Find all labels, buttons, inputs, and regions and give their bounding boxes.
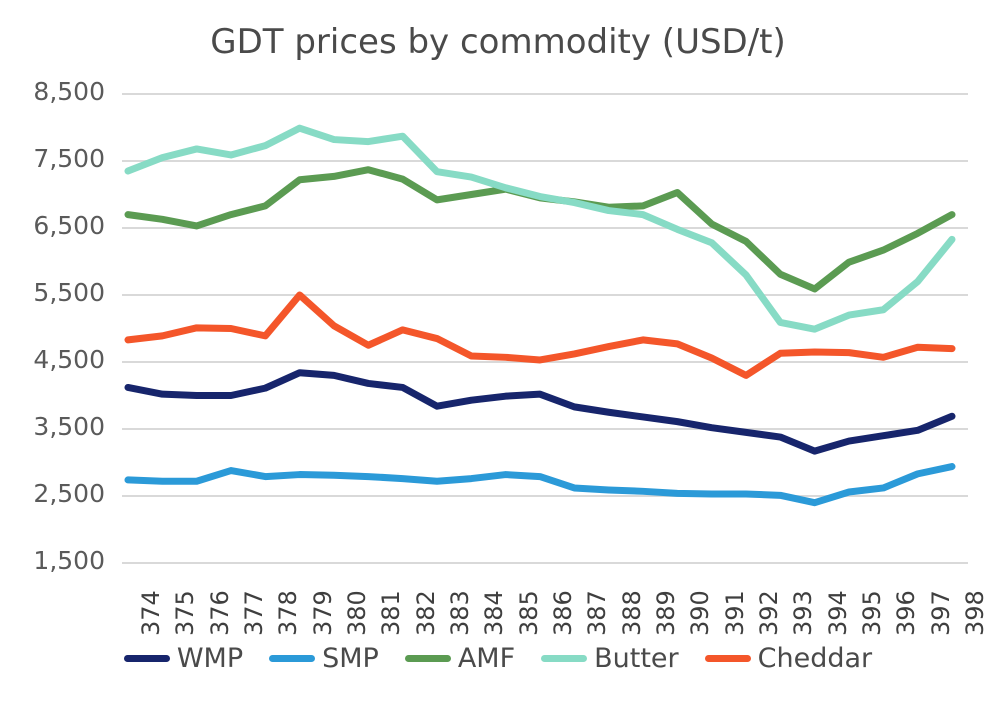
- chart-title: GDT prices by commodity (USD/t): [210, 22, 786, 62]
- x-axis-tick-label: 395: [858, 590, 886, 636]
- y-axis-tick-label: 3,500: [33, 412, 105, 441]
- legend-swatch-icon: [541, 655, 588, 662]
- y-axis-tick-label: 8,500: [33, 77, 105, 106]
- legend-item-butter[interactable]: Butter: [541, 645, 679, 672]
- legend-swatch-icon: [704, 655, 751, 662]
- legend-label: Cheddar: [757, 643, 873, 674]
- legend-item-cheddar[interactable]: Cheddar: [704, 643, 873, 674]
- x-axis-tick-label: 390: [686, 590, 715, 636]
- x-axis-tick-label: 382: [411, 590, 440, 636]
- series-lines-group: [124, 124, 956, 507]
- x-axis-tick-label: 389: [652, 590, 680, 636]
- y-axis-tick-label: 7,500: [33, 144, 105, 173]
- legend-label: SMP: [322, 643, 379, 674]
- legend-label: AMF: [457, 643, 516, 674]
- y-axis-tick-label: 2,500: [33, 479, 105, 508]
- legend-item-amf[interactable]: AMF: [404, 643, 516, 674]
- x-axis-tick-label: 383: [446, 590, 474, 636]
- legend-swatch-icon: [123, 655, 170, 662]
- x-axis-tick-label: 381: [377, 590, 406, 636]
- legend-item-smp[interactable]: SMP: [269, 645, 379, 672]
- x-axis-tick-label: 386: [549, 590, 577, 636]
- y-axis-tick-label: 1,500: [33, 546, 105, 575]
- series-line-smp: [124, 463, 956, 507]
- x-axis-tick-label: 396: [892, 590, 921, 636]
- y-axis-tick-label: 6,500: [33, 211, 105, 240]
- series-line-cheddar: [124, 291, 956, 379]
- chart-legend: WMP SMP AMF Butter Cheddar: [0, 645, 996, 672]
- x-axis-tick-label: 398: [961, 590, 989, 636]
- legend-swatch-icon: [404, 655, 451, 662]
- x-axis-tick-label: 393: [789, 590, 818, 636]
- legend-label: WMP: [176, 643, 244, 674]
- x-axis-tick-label: 376: [205, 590, 234, 636]
- series-line-wmp: [124, 369, 956, 455]
- x-axis-tick-label: 380: [343, 590, 371, 636]
- x-axis-tick-label: 384: [480, 590, 509, 636]
- legend-label: Butter: [594, 643, 679, 674]
- x-axis-tick-label: 387: [583, 590, 612, 636]
- y-axis-tick-label: 5,500: [33, 278, 105, 307]
- x-axis-tick-label: 378: [274, 590, 303, 636]
- x-axis-tick-label: 391: [720, 590, 749, 636]
- legend-item-wmp[interactable]: WMP: [123, 643, 244, 674]
- x-axis-tick-label: 379: [308, 590, 337, 636]
- x-axis-tick-label: 394: [823, 590, 852, 636]
- x-axis-tick-label: 374: [137, 590, 165, 636]
- x-axis-tick-label: 392: [755, 590, 783, 636]
- x-axis-tick-label: 385: [514, 590, 543, 636]
- x-axis-tick-label: 397: [926, 590, 955, 636]
- series-line-amf: [124, 166, 956, 293]
- x-axis-tick-label: 375: [171, 590, 200, 636]
- x-axis-tick-label: 388: [617, 590, 646, 636]
- legend-swatch-icon: [269, 655, 316, 662]
- y-axis-tick-label: 4,500: [33, 345, 105, 374]
- x-axis-tick-label: 377: [240, 590, 268, 636]
- series-line-butter: [124, 124, 956, 333]
